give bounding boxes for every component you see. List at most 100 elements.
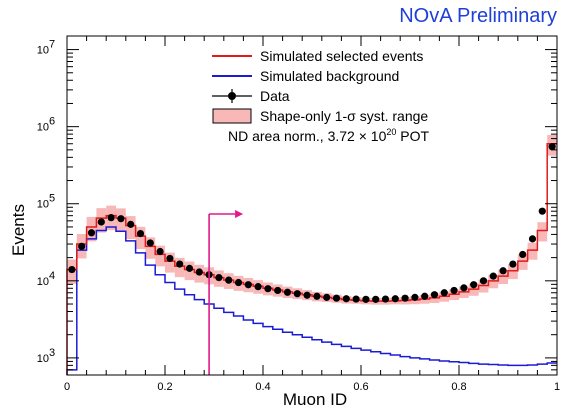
data-marker xyxy=(460,284,468,292)
data-marker xyxy=(499,267,507,275)
background-histogram xyxy=(66,226,557,375)
data-marker xyxy=(244,281,252,289)
data-marker xyxy=(156,247,164,256)
data-marker xyxy=(323,293,331,301)
data-point xyxy=(401,294,409,302)
data-point xyxy=(117,215,125,223)
data-marker xyxy=(391,295,399,303)
syst-band-bin xyxy=(86,216,97,242)
data-point xyxy=(225,276,233,284)
data-point xyxy=(519,250,527,259)
data-marker xyxy=(293,290,301,298)
data-point xyxy=(97,218,105,226)
legend-label: Shape-only 1-σ syst. range xyxy=(260,108,428,124)
data-marker xyxy=(274,286,282,295)
data-marker xyxy=(136,229,145,238)
data-point xyxy=(176,260,184,268)
data-marker xyxy=(234,278,243,287)
y-tick-exponent: 6 xyxy=(49,116,55,128)
data-point xyxy=(274,286,282,295)
data-point xyxy=(293,290,301,298)
data-marker xyxy=(166,254,174,263)
cut-marker xyxy=(208,210,244,375)
data-marker xyxy=(440,289,448,297)
y-tick-label: 10 xyxy=(37,276,49,288)
data-marker xyxy=(528,235,537,243)
data-point xyxy=(313,292,321,300)
data-marker xyxy=(430,291,439,299)
legend-label: Simulated selected events xyxy=(260,48,423,64)
data-point xyxy=(283,288,292,296)
data-point xyxy=(156,247,164,256)
data-marker xyxy=(509,260,517,268)
data-point xyxy=(372,295,380,303)
y-tick-label: 10 xyxy=(37,45,49,57)
data-point xyxy=(234,278,243,287)
x-tick-label: 0.6 xyxy=(353,381,368,393)
data-marker xyxy=(78,242,86,250)
data-point xyxy=(78,242,86,250)
data-point xyxy=(430,291,439,299)
data-point xyxy=(489,272,497,280)
data-marker xyxy=(225,276,233,284)
y-tick-exponent: 5 xyxy=(49,193,55,205)
data-marker xyxy=(362,295,370,303)
y-tick-label: 10 xyxy=(37,122,49,134)
data-marker xyxy=(264,285,272,293)
cut-arrow-head xyxy=(235,210,244,218)
data-point xyxy=(548,143,556,151)
y-tick-label: 10 xyxy=(37,353,49,365)
data-point xyxy=(264,285,272,293)
syst-band-bin xyxy=(498,269,508,285)
data-marker xyxy=(489,272,497,280)
syst-band-bin xyxy=(537,222,548,242)
x-tick-label: 0.4 xyxy=(255,381,270,393)
data-marker xyxy=(185,264,194,272)
data-series-layer xyxy=(68,143,556,303)
x-tick-label: 0.2 xyxy=(157,381,172,393)
y-tick-exponent: 4 xyxy=(49,270,55,282)
x-tick-label: 0.8 xyxy=(451,381,466,393)
data-marker xyxy=(450,286,458,295)
data-marker xyxy=(195,268,203,276)
data-point xyxy=(342,295,350,303)
data-point xyxy=(528,235,537,243)
data-point xyxy=(499,267,507,275)
data-point xyxy=(254,283,262,291)
data-marker xyxy=(176,260,184,268)
data-marker xyxy=(254,283,262,291)
syst-band-bin xyxy=(155,245,165,267)
data-point xyxy=(303,291,311,299)
data-marker xyxy=(87,229,96,237)
legend-entry-data: Data xyxy=(212,88,290,104)
legend-label: Simulated background xyxy=(260,68,399,84)
data-point xyxy=(470,281,478,289)
data-point xyxy=(479,277,488,285)
data-marker xyxy=(127,220,135,228)
data-point xyxy=(352,295,360,303)
data-marker xyxy=(548,143,556,151)
data-point xyxy=(146,239,154,247)
data-marker xyxy=(479,277,488,285)
data-point xyxy=(450,286,458,295)
data-point xyxy=(421,292,429,300)
legend-label: Data xyxy=(260,88,290,104)
data-point xyxy=(166,254,174,263)
data-marker xyxy=(303,291,311,299)
data-marker xyxy=(313,292,321,300)
x-tick-label: 0 xyxy=(64,381,70,393)
legend: Simulated selected events Simulated backg… xyxy=(212,48,430,144)
data-point xyxy=(460,284,468,292)
data-marker xyxy=(470,281,478,289)
legend-swatch-marker xyxy=(228,92,236,100)
preliminary-label: NOvA Preliminary xyxy=(399,5,557,27)
legend-entry-background: Simulated background xyxy=(212,68,399,84)
data-marker xyxy=(332,294,341,302)
data-marker xyxy=(68,265,76,274)
data-point xyxy=(127,220,135,228)
syst-band-bin xyxy=(165,252,175,273)
data-point xyxy=(323,293,331,301)
legend-swatch xyxy=(212,108,252,124)
